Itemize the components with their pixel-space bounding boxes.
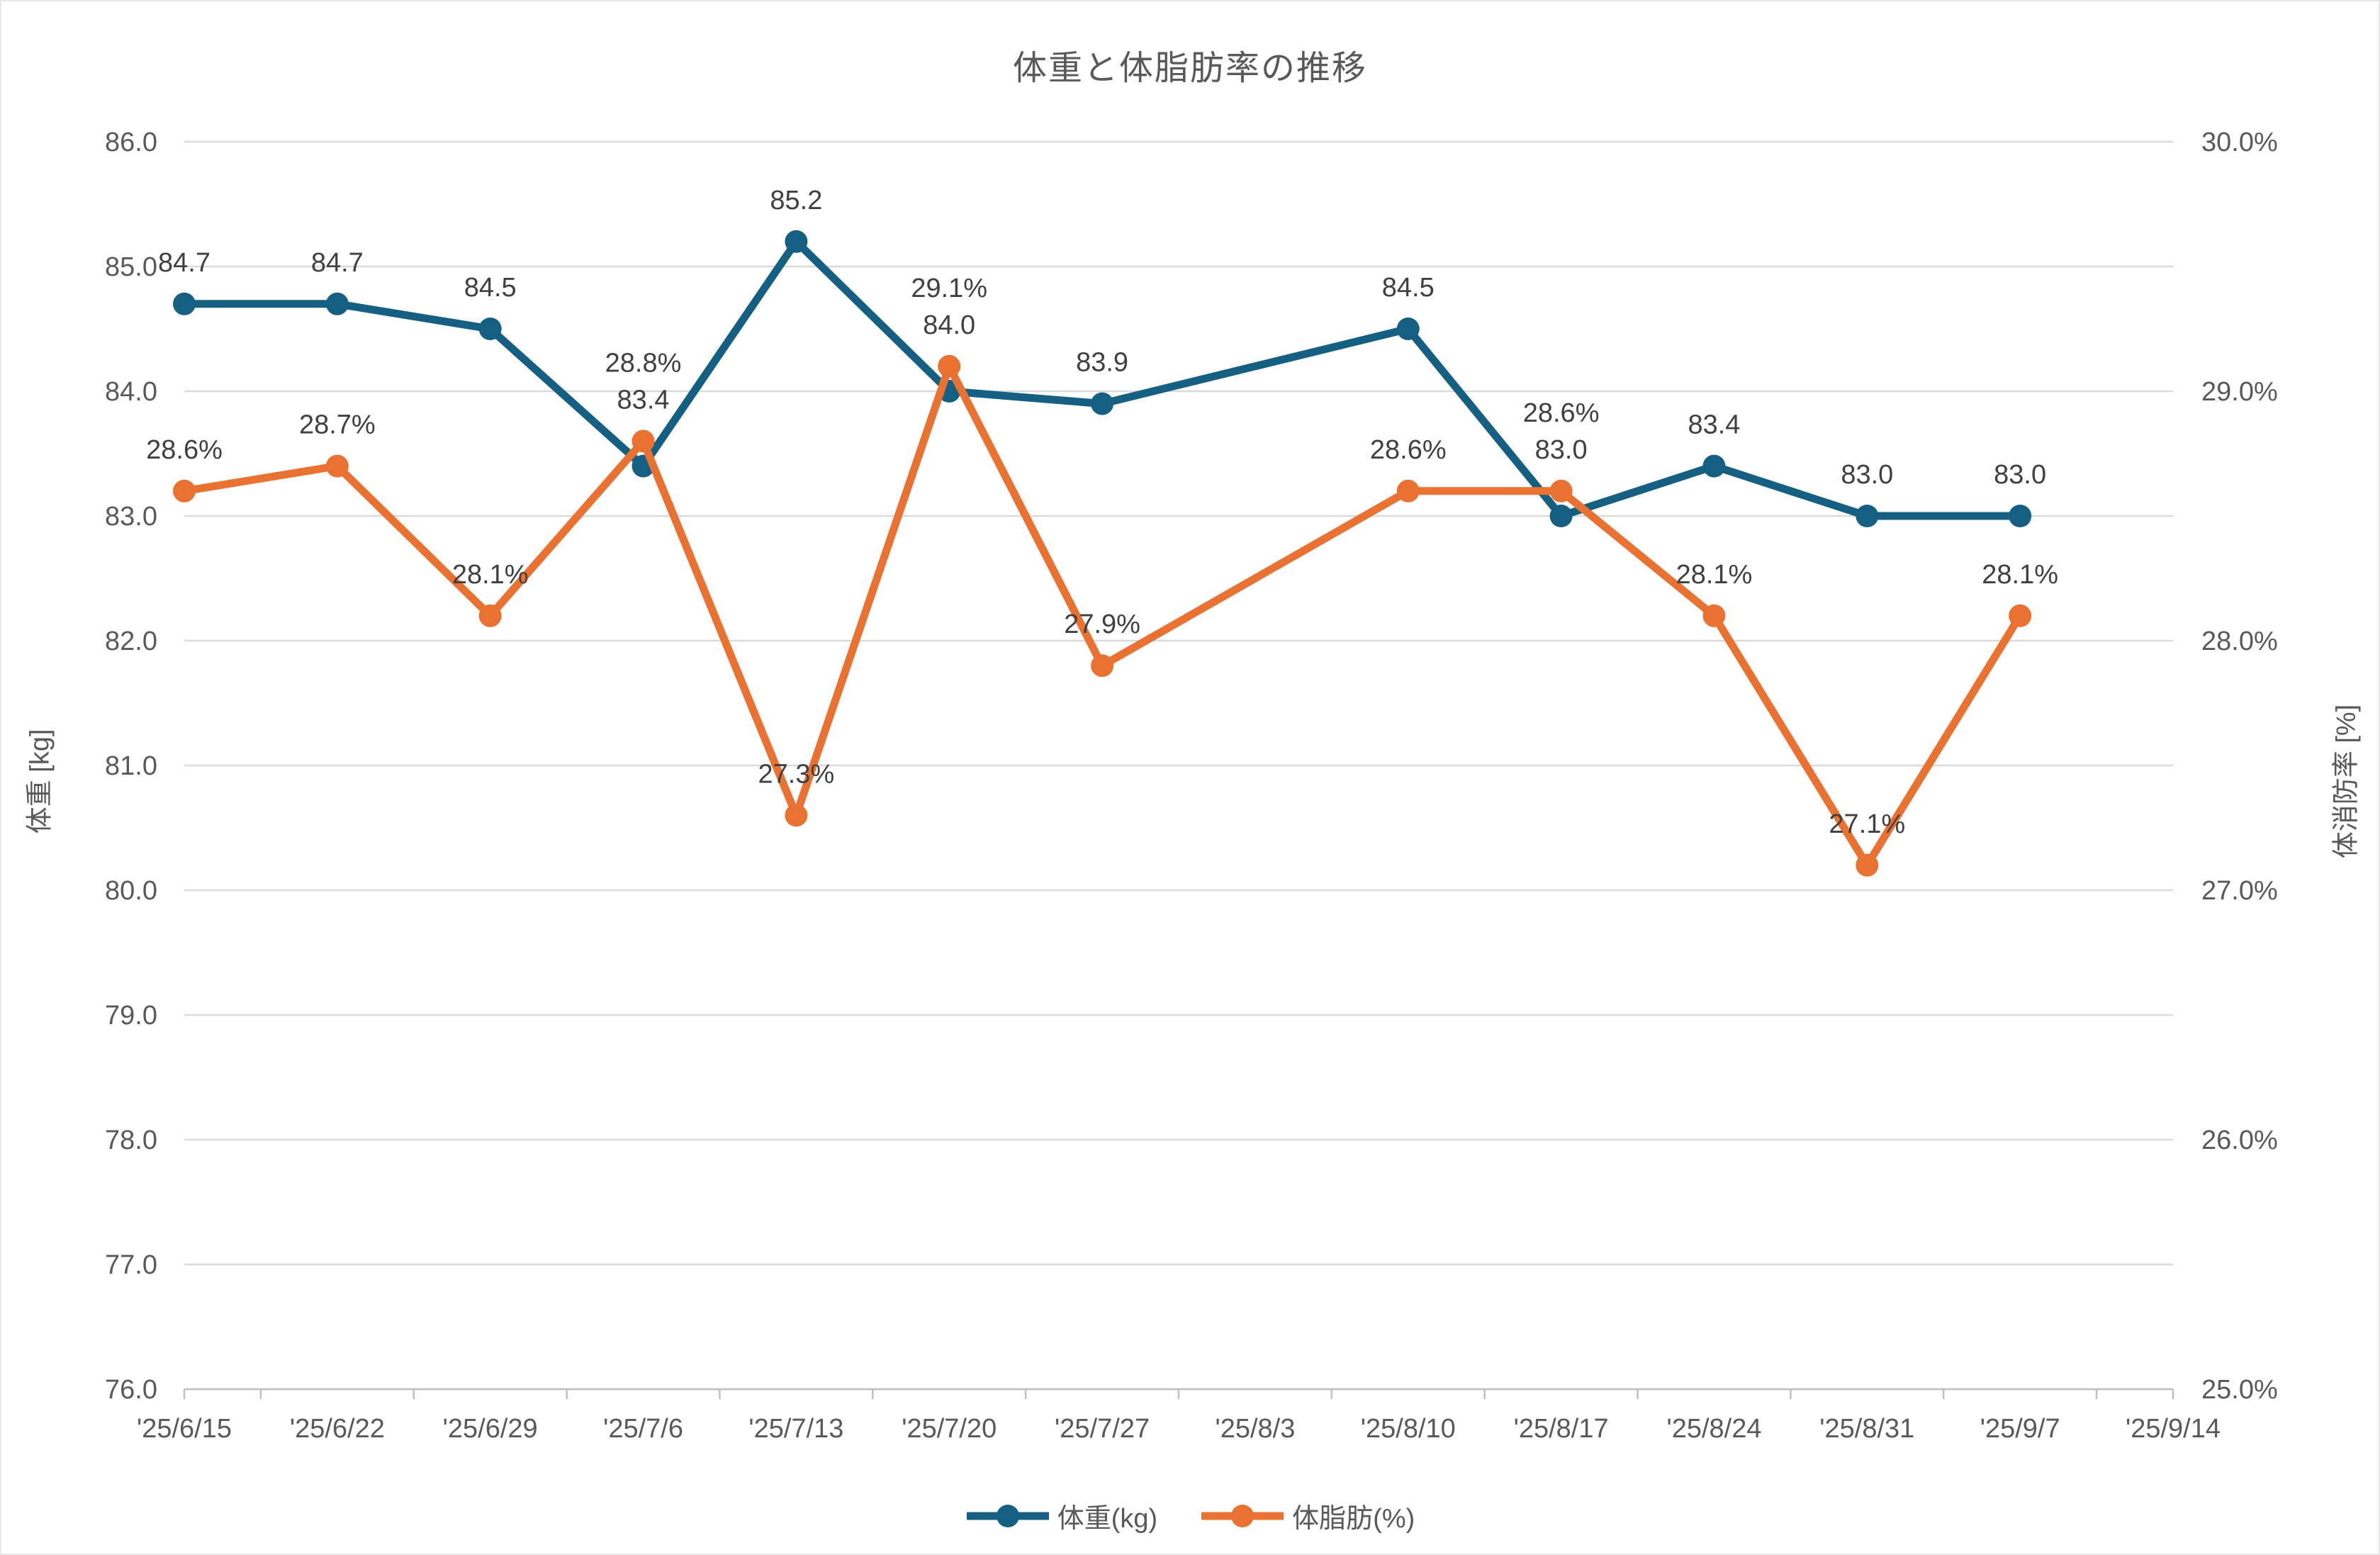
weight-data-label: 83.0 — [1841, 460, 1893, 490]
bodyfat-data-label: 28.7% — [299, 410, 376, 440]
right-axis-tick-label: 26.0% — [2201, 1125, 2278, 1155]
chart-title: 体重と体脂肪率の推移 — [1012, 50, 1367, 87]
right-axis-tick-label: 30.0% — [2201, 128, 2278, 157]
weight-marker — [325, 292, 349, 315]
right-axis-tick-label: 27.0% — [2201, 876, 2278, 906]
bodyfat-data-label: 27.3% — [758, 759, 835, 789]
bodyfat-data-label: 28.1% — [1982, 560, 2058, 590]
weight-data-label: 84.7 — [158, 248, 211, 278]
left-axis-tick-label: 82.0 — [105, 627, 157, 656]
bodyfat-data-label: 28.8% — [605, 348, 682, 378]
weight-marker — [1396, 318, 1420, 340]
left-axis-tick-label: 85.0 — [105, 252, 157, 282]
bodyfat-data-label: 27.1% — [1829, 809, 1905, 839]
bodyfat-data-label: 28.1% — [1676, 560, 1753, 590]
legend: 体重(kg) 体脂肪(%) — [0, 1496, 2380, 1535]
bodyfat-data-label: 28.6% — [146, 435, 223, 465]
weight-marker — [785, 230, 808, 253]
weight-marker — [1702, 454, 1726, 478]
bodyfat-marker — [1549, 479, 1573, 503]
x-axis-tick-label: '25/6/22 — [290, 1414, 385, 1444]
weight-data-label: 83.4 — [1688, 410, 1740, 440]
bodyfat-data-label: 29.1% — [911, 274, 987, 303]
x-axis-tick-label: '25/7/6 — [603, 1414, 683, 1444]
x-axis-tick-label: '25/8/3 — [1215, 1414, 1295, 1444]
x-axis-tick-label: '25/9/14 — [2126, 1414, 2221, 1444]
bodyfat-marker — [938, 354, 961, 378]
x-axis-tick-label: '25/7/20 — [902, 1414, 997, 1444]
x-axis-tick-label: '25/8/17 — [1514, 1414, 1609, 1444]
weight-data-label: 83.0 — [1535, 435, 1588, 465]
left-axis-tick-label: 86.0 — [105, 128, 157, 157]
left-axis-tick-label: 81.0 — [105, 751, 157, 781]
weight-marker — [478, 318, 502, 340]
legend-item-bodyfat: 体脂肪(%) — [1200, 1496, 1415, 1535]
x-axis-tick-label: '25/8/10 — [1361, 1414, 1456, 1444]
x-axis-tick-label: '25/8/31 — [1819, 1414, 1914, 1444]
bodyfat-data-label: 28.1% — [452, 560, 529, 590]
bodyfat-marker — [1396, 479, 1420, 503]
weight-line — [180, 237, 2024, 520]
weight-marker — [2009, 505, 2032, 527]
bodyfat-marker — [1856, 853, 1879, 877]
bodyfat-data-label: 28.6% — [1370, 435, 1447, 465]
weight-marker — [1856, 505, 1879, 527]
weight-data-label: 83.0 — [1994, 460, 2046, 490]
weight-data-label: 84.5 — [1382, 273, 1435, 303]
bodyfat-marker — [1702, 604, 1726, 627]
legend-label-bodyfat: 体脂肪(%) — [1292, 1504, 1415, 1534]
right-axis-tick-label: 29.0% — [2201, 377, 2278, 407]
x-axis-tick-label: '25/6/15 — [137, 1414, 232, 1444]
bodyfat-data-label: 27.9% — [1064, 610, 1140, 639]
weight-data-label: 83.4 — [617, 385, 670, 415]
bodyfat-marker — [325, 454, 349, 478]
left-axis-tick-label: 79.0 — [105, 1001, 157, 1031]
x-axis-tick-label: '25/7/13 — [748, 1414, 843, 1444]
x-axis-tick-label: '25/7/27 — [1055, 1414, 1150, 1444]
weight-data-label: 84.7 — [311, 248, 364, 278]
left-axis-tick-label: 83.0 — [105, 502, 157, 532]
bodyfat-marker — [1091, 654, 1114, 678]
right-axis-tick-label: 25.0% — [2201, 1375, 2278, 1405]
left-axis-tick-label: 78.0 — [105, 1125, 157, 1155]
x-axis-tick-label: '25/8/24 — [1666, 1414, 1761, 1444]
bodyfat-marker — [478, 604, 502, 627]
left-axis-tick-label: 80.0 — [105, 876, 157, 906]
weight-data-label: 83.9 — [1076, 348, 1128, 378]
bodyfat-marker — [2009, 604, 2032, 627]
bodyfat-marker — [632, 430, 655, 453]
bodyfat-legend-marker-icon — [1201, 1504, 1284, 1527]
left-axis-tick-label: 84.0 — [105, 377, 157, 407]
weight-marker — [173, 292, 196, 315]
weight-data-label: 84.0 — [923, 310, 975, 340]
left-axis-tick-label: 77.0 — [105, 1250, 157, 1280]
bodyfat-marker — [173, 479, 196, 503]
legend-item-weight: 体重(kg) — [965, 1496, 1157, 1535]
weight-marker — [1549, 505, 1573, 527]
weight-marker — [1091, 392, 1114, 415]
bodyfat-line — [180, 362, 2024, 870]
weight-data-label: 84.5 — [464, 273, 517, 303]
bodyfat-marker — [785, 804, 808, 827]
weight-data-label: 85.2 — [770, 186, 822, 215]
left-axis-tick-label: 76.0 — [105, 1375, 157, 1405]
legend-label-weight: 体重(kg) — [1057, 1504, 1158, 1534]
weight-legend-marker-icon — [966, 1504, 1049, 1527]
x-axis-tick-label: '25/9/7 — [1980, 1414, 2060, 1444]
x-axis-tick-label: '25/6/29 — [443, 1414, 538, 1444]
right-axis-tick-label: 28.0% — [2201, 627, 2278, 656]
bodyfat-data-label: 28.6% — [1523, 398, 1600, 428]
